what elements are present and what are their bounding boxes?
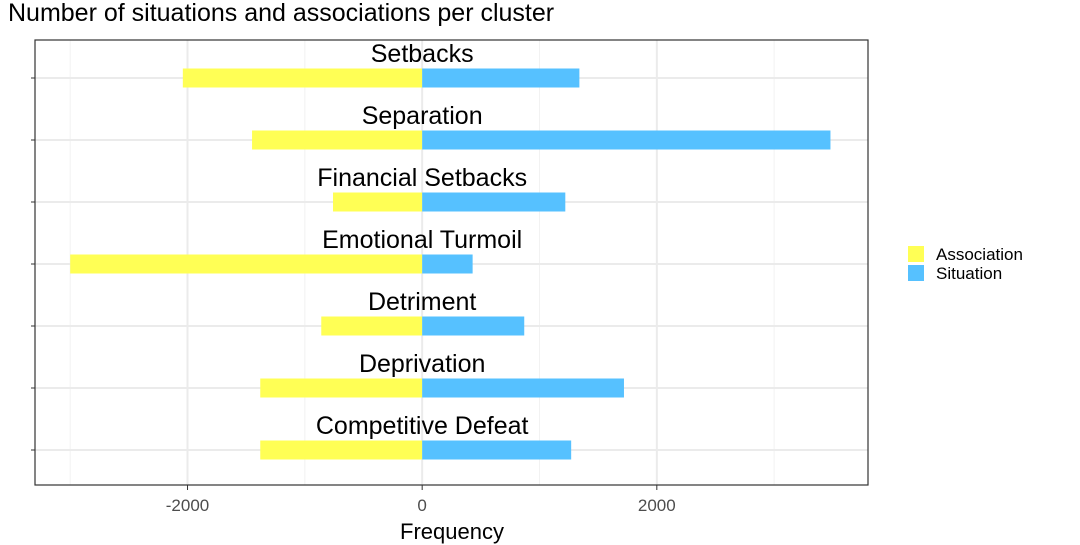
situation-bar	[422, 68, 580, 88]
category-label: Competitive Defeat	[316, 412, 529, 440]
category-label: Financial Setbacks	[317, 164, 527, 192]
association-bar	[260, 378, 423, 398]
category-label: Separation	[362, 102, 483, 130]
category-label: Detriment	[368, 288, 476, 316]
situation-legend-key	[908, 265, 924, 281]
panel-border	[34, 39, 869, 486]
situation-bar	[422, 378, 624, 398]
situation-bar	[422, 316, 525, 336]
x-axis-label: Frequency	[400, 519, 504, 544]
chart-title: Number of situations and associations pe…	[8, 0, 554, 27]
association-bar	[321, 316, 423, 336]
association-bar	[182, 68, 423, 88]
association-legend-key	[908, 246, 924, 262]
association-bar	[252, 130, 423, 150]
situation-legend-label: Situation	[936, 264, 1002, 283]
plot-panel: Setbacks Separation Financial Setbacks Emot…	[31, 39, 869, 515]
association-bar	[333, 192, 423, 212]
situation-bar	[422, 192, 566, 212]
category-label: Setbacks	[371, 40, 474, 68]
category-label: Deprivation	[359, 350, 485, 378]
x-tick-label: -2000	[166, 496, 209, 515]
x-tick-label: 2000	[638, 496, 676, 515]
situation-bar	[422, 440, 572, 460]
association-legend-label: Association	[936, 245, 1023, 264]
situation-bar	[422, 130, 831, 150]
category-label: Emotional Turmoil	[322, 226, 522, 254]
situation-bar	[422, 254, 473, 274]
x-tick-label: 0	[417, 496, 426, 515]
association-bar	[70, 254, 423, 274]
association-bar	[260, 440, 423, 460]
